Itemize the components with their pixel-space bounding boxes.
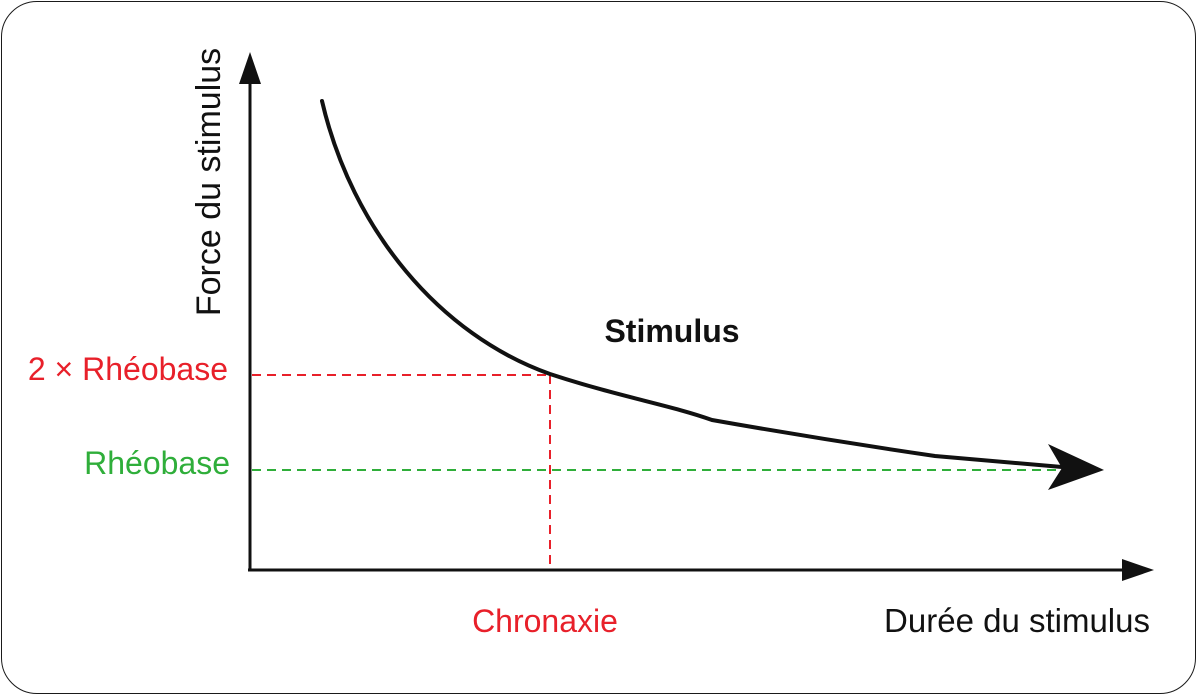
double-rheobase-label: 2 × Rhéobase	[28, 351, 228, 387]
rheobase-label: Rhéobase	[84, 445, 230, 481]
stimulus-curve	[320, 99, 1064, 469]
stimulus-curve-arrowhead	[1048, 444, 1104, 490]
x-axis-arrowhead	[1122, 559, 1154, 581]
x-axis-title: Durée du stimulus	[884, 602, 1150, 639]
y-axis-arrowhead	[239, 52, 261, 84]
chronaxie-label: Chronaxie	[472, 603, 618, 639]
y-axis-title: Force du stimulus	[190, 48, 228, 316]
curve-label: Stimulus	[604, 313, 739, 349]
